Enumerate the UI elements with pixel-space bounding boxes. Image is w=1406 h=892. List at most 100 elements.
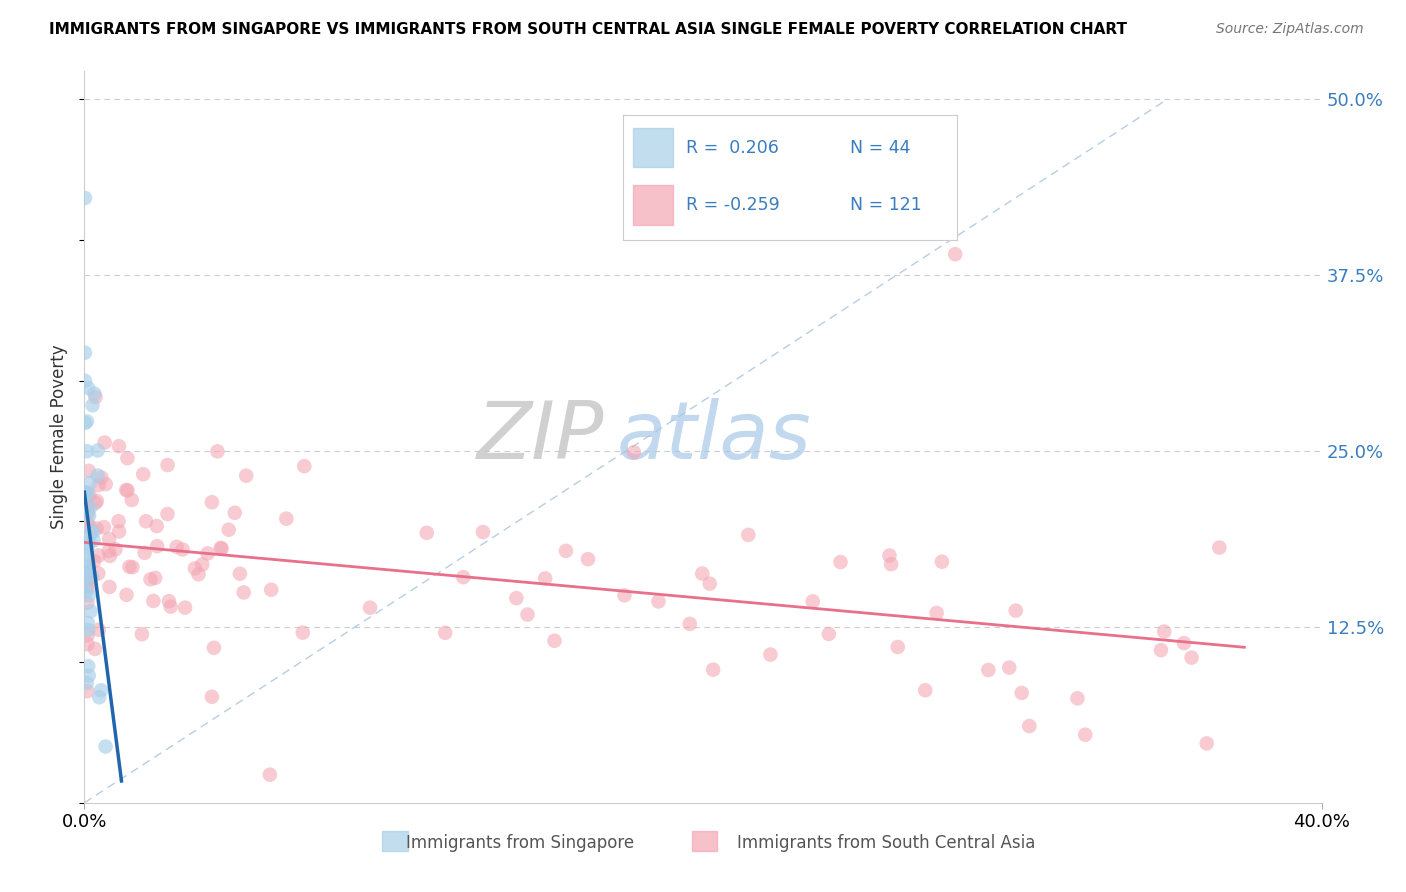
Point [1011, 686, 1033, 700]
Point [224, 506, 246, 520]
Point [76, 444, 98, 458]
Point [104, 542, 127, 557]
Point [879, 549, 901, 563]
Point [83, 386, 105, 401]
Point [534, 571, 557, 585]
Point [207, 444, 229, 458]
Point [86, 468, 108, 483]
Point [142, 594, 165, 608]
Point [77, 623, 100, 637]
Point [77, 564, 100, 578]
Point [1004, 604, 1026, 618]
Point [83, 554, 105, 568]
Point [94, 739, 117, 754]
Point [75, 530, 97, 544]
Point [118, 559, 141, 574]
Point [156, 458, 179, 472]
Point [699, 576, 721, 591]
Point [184, 561, 207, 575]
Point [76, 414, 98, 428]
Point [82, 524, 104, 539]
Point [201, 495, 224, 509]
Point [75, 486, 97, 500]
Point [146, 539, 169, 553]
Point [79, 535, 101, 549]
Point [76, 500, 98, 515]
Point [187, 567, 209, 582]
Point [73, 374, 96, 388]
Point [75, 582, 97, 596]
Point [416, 525, 439, 540]
Point [76, 596, 98, 610]
Point [73, 191, 96, 205]
Point [801, 594, 824, 608]
Point [276, 511, 298, 525]
Point [73, 416, 96, 430]
Point [107, 514, 129, 528]
Text: atlas: atlas [616, 398, 811, 476]
Point [84, 496, 107, 510]
Point [76, 676, 98, 690]
Point [76, 615, 98, 630]
Point [93, 435, 115, 450]
Point [77, 589, 100, 603]
Point [232, 585, 254, 599]
Point [139, 572, 162, 586]
Point [77, 464, 100, 478]
Point [1173, 636, 1195, 650]
Point [291, 625, 314, 640]
Point [115, 588, 138, 602]
Point [1195, 736, 1218, 750]
Point [94, 477, 117, 491]
Point [1066, 691, 1088, 706]
Point [80, 500, 103, 514]
Point [115, 483, 138, 497]
Point [117, 483, 139, 498]
Point [166, 540, 188, 554]
Text: ZIP: ZIP [477, 398, 605, 476]
Point [623, 445, 645, 459]
Point [925, 606, 948, 620]
Point [131, 627, 153, 641]
Point [89, 690, 111, 705]
Point [76, 578, 98, 592]
Point [76, 628, 98, 642]
Point [75, 568, 97, 582]
Text: Source: ZipAtlas.com: Source: ZipAtlas.com [1216, 22, 1364, 37]
Point [174, 600, 197, 615]
Point [108, 439, 131, 453]
Point [117, 451, 139, 466]
Point [80, 524, 103, 539]
Point [260, 582, 283, 597]
Point [86, 494, 108, 508]
Point [87, 566, 110, 581]
Point [86, 522, 108, 536]
Point [79, 604, 101, 618]
Bar [382, 831, 408, 851]
Point [76, 684, 98, 698]
Point [79, 488, 101, 502]
Point [77, 507, 100, 521]
Point [77, 668, 100, 682]
Point [76, 485, 98, 500]
Point [434, 625, 457, 640]
Point [914, 683, 936, 698]
Point [977, 663, 1000, 677]
Point [880, 558, 903, 572]
Point [702, 663, 724, 677]
Point [931, 555, 953, 569]
Point [453, 570, 475, 584]
Point [211, 541, 233, 556]
Point [201, 690, 224, 704]
Point [218, 523, 240, 537]
Point [84, 641, 107, 656]
Point [229, 566, 252, 581]
Text: Immigrants from South Central Asia: Immigrants from South Central Asia [737, 834, 1035, 852]
Point [75, 504, 97, 518]
Point [647, 594, 669, 608]
Point [172, 542, 194, 557]
Point [1208, 541, 1230, 555]
Point [613, 588, 636, 602]
Point [737, 528, 759, 542]
Point [202, 640, 225, 655]
